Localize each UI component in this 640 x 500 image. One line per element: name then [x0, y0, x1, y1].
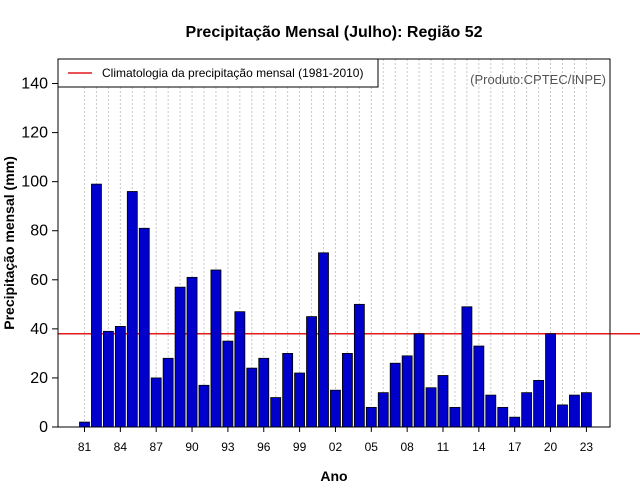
- bar-85: [126, 191, 138, 428]
- bar-13: [461, 306, 473, 428]
- bar-83: [103, 330, 114, 428]
- bar-90: [186, 276, 198, 428]
- bar-97: [270, 397, 282, 428]
- x-tick-label: 23: [580, 440, 594, 454]
- bar-07: [389, 362, 401, 428]
- bar-86: [138, 227, 150, 428]
- x-tick-label: 11: [437, 440, 450, 454]
- bar-22: [569, 394, 580, 428]
- bar-14: [473, 345, 485, 428]
- bar-18: [521, 392, 533, 428]
- grid-lines: [84, 59, 587, 427]
- legend: Climatologia da precipitação mensal (198…: [57, 58, 379, 88]
- bar-16: [497, 406, 509, 428]
- x-tick-label: 08: [400, 440, 414, 454]
- bar-99: [294, 372, 306, 428]
- y-tick-label: 80: [30, 223, 48, 240]
- bar-20: [545, 333, 556, 428]
- bar-96: [258, 357, 270, 428]
- bar-05: [365, 406, 377, 428]
- x-tick-label: 02: [329, 440, 343, 454]
- bar-95: [246, 367, 258, 428]
- bar-17: [509, 416, 521, 428]
- x-tick-label: 05: [365, 440, 379, 454]
- bar-98: [282, 352, 294, 428]
- legend-label: Climatologia da precipitação mensal (198…: [102, 66, 363, 80]
- bar-04: [353, 303, 365, 428]
- bar-15: [485, 394, 497, 428]
- bar-94: [234, 311, 246, 428]
- y-tick-label: 0: [39, 419, 48, 436]
- bar-01: [318, 252, 329, 428]
- y-axis: 0 20 40 60 80 100 120 140: [21, 76, 58, 436]
- bar-91: [198, 384, 210, 428]
- bar-87: [150, 377, 162, 428]
- bar-82: [91, 183, 102, 428]
- y-tick-label: 100: [21, 174, 48, 191]
- credit-text: (Produto:CPTEC/INPE): [470, 72, 606, 87]
- x-tick-label: 20: [544, 440, 558, 454]
- bar-02: [330, 389, 341, 428]
- y-tick-label: 120: [21, 125, 48, 142]
- chart-title: Precipitação Mensal (Julho): Região 52: [186, 24, 483, 41]
- x-tick-label: 96: [257, 440, 271, 454]
- bar-81: [79, 421, 90, 428]
- x-tick-label: 87: [150, 440, 164, 454]
- bar-09: [413, 333, 425, 428]
- x-tick-label: 14: [472, 440, 486, 454]
- bar-23: [581, 392, 592, 428]
- bar-21: [557, 404, 568, 428]
- bar-12: [449, 406, 461, 428]
- x-tick-label: 81: [78, 440, 92, 454]
- y-tick-label: 60: [30, 272, 48, 289]
- bar-06: [377, 392, 389, 428]
- x-axis: 81 84 87 90 93 96 99 02 05 08 11 14 17 20 23: [78, 427, 594, 454]
- bar-88: [162, 357, 174, 428]
- x-tick-label: 90: [185, 440, 199, 454]
- y-tick-label: 40: [30, 321, 48, 338]
- bar-84: [114, 326, 126, 428]
- x-tick-label: 99: [293, 440, 307, 454]
- bar-00: [306, 316, 317, 428]
- bar-19: [533, 379, 544, 428]
- legend-box: [57, 58, 379, 88]
- bar-11: [437, 375, 449, 428]
- bar-03: [341, 352, 353, 428]
- y-tick-label: 20: [30, 370, 48, 387]
- bar-08: [401, 355, 413, 428]
- bar-10: [425, 387, 437, 428]
- bar-89: [174, 286, 186, 428]
- x-axis-title: Ano: [320, 468, 347, 484]
- bar-93: [222, 340, 234, 428]
- bar-92: [210, 269, 222, 428]
- y-tick-label: 140: [21, 76, 48, 93]
- x-tick-label: 84: [114, 440, 128, 454]
- x-tick-label: 17: [508, 440, 522, 454]
- x-tick-label: 93: [221, 440, 235, 454]
- y-axis-title: Precipitação mensal (mm): [1, 156, 17, 330]
